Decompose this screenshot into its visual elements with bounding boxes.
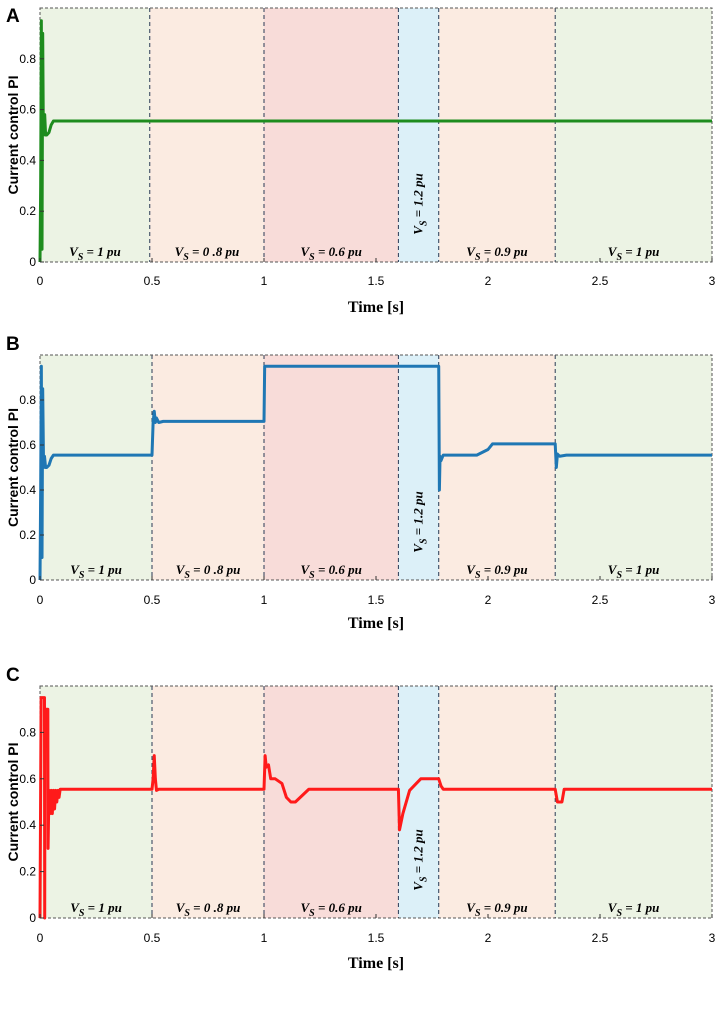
region-label: VS = 1 pu (69, 244, 121, 263)
region-band (438, 686, 556, 918)
x-tick-label: 0.5 (144, 931, 161, 945)
y-tick-label: 0.6 (19, 103, 36, 117)
region-band (264, 686, 399, 918)
x-tick-label: 2.5 (592, 593, 609, 607)
panel-b: B VS = 1 pu VS = 0 .8 pu VS = 0.6 pu VS = 1.… (5, 334, 716, 632)
series-line (38, 364, 712, 581)
region-label: VS = 0.6 pu (301, 900, 362, 919)
region-label: VS = 0.6 pu (301, 562, 362, 581)
region-band (152, 355, 264, 580)
x-tick-label: 0.5 (144, 593, 161, 607)
series-line (38, 19, 712, 263)
region-band (555, 355, 712, 580)
region-label: VS = 0 .8 pu (176, 900, 241, 919)
y-tick-label: 0.6 (19, 438, 36, 452)
x-tick-label: 1.5 (368, 593, 385, 607)
y-tick-label: 0.2 (19, 865, 36, 879)
x-tick-label: 1.5 (368, 274, 385, 288)
region-band (264, 355, 399, 580)
y-axis-label: Current control PI (5, 75, 21, 194)
region-band (152, 686, 264, 918)
x-axis-label: Time [s] (348, 299, 404, 316)
region-band (555, 686, 712, 918)
region-label: VS = 1.2 pu (411, 829, 430, 890)
panel-letter: B (6, 334, 20, 355)
x-tick-label: 3 (709, 593, 716, 607)
region-band (555, 8, 712, 262)
y-axis-label: Current control PI (5, 742, 21, 861)
region-band (40, 686, 152, 918)
x-tick-label: 1 (261, 931, 268, 945)
y-tick-label: 0 (29, 573, 36, 587)
region-band (40, 355, 152, 580)
y-tick-label: 0.8 (19, 393, 36, 407)
region-label: VS = 1.2 pu (411, 491, 430, 552)
x-tick-label: 2 (485, 274, 492, 288)
x-tick-label: 1 (261, 593, 268, 607)
region-label: VS = 0.9 pu (466, 244, 527, 263)
region-band (438, 355, 556, 580)
panel-letter: A (6, 6, 20, 27)
x-tick-label: 0 (37, 274, 44, 288)
region-band (398, 8, 439, 262)
x-tick-label: 3 (709, 274, 716, 288)
region-band (149, 8, 264, 262)
region-label: VS = 1 pu (608, 244, 660, 263)
region-label: VS = 1.2 pu (411, 173, 430, 234)
region-label: VS = 0.6 pu (301, 244, 362, 263)
x-axis-label: Time [s] (348, 615, 404, 632)
x-tick-label: 2 (485, 931, 492, 945)
x-tick-label: 1 (261, 274, 268, 288)
y-tick-label: 0.4 (19, 483, 36, 497)
region-label: VS = 1 pu (608, 900, 660, 919)
region-label: VS = 1 pu (70, 562, 122, 581)
y-tick-label: 0.2 (19, 528, 36, 542)
series-line (38, 696, 712, 920)
region-band (438, 8, 556, 262)
x-tick-label: 1.5 (368, 931, 385, 945)
x-tick-label: 2.5 (592, 274, 609, 288)
region-band (398, 355, 439, 580)
y-tick-label: 0.6 (19, 772, 36, 786)
y-axis-label: Current control PI (5, 408, 21, 527)
x-tick-label: 0.5 (144, 274, 161, 288)
panel-c: C VS = 1 pu VS = 0 .8 pu VS = 0.6 pu VS = 1.… (5, 665, 716, 972)
y-tick-label: 0.4 (19, 153, 36, 167)
region-band (40, 8, 150, 262)
region-label: VS = 0 .8 pu (176, 562, 241, 581)
x-tick-label: 2.5 (592, 931, 609, 945)
panel-a: A VS = 1 pu VS = 0 .8 pu VS = 0.6 pu VS = 1.… (5, 6, 716, 316)
y-tick-label: 0.4 (19, 818, 36, 832)
y-tick-label: 0 (29, 255, 36, 269)
x-tick-label: 0 (37, 593, 44, 607)
region-label: VS = 0.9 pu (466, 562, 527, 581)
region-label: VS = 0 .8 pu (175, 244, 240, 263)
region-label: VS = 1 pu (608, 562, 660, 581)
x-tick-label: 0 (37, 931, 44, 945)
x-tick-label: 2 (485, 593, 492, 607)
region-band (264, 8, 399, 262)
y-tick-label: 0.8 (19, 52, 36, 66)
y-tick-label: 0.8 (19, 725, 36, 739)
region-label: VS = 1 pu (70, 900, 122, 919)
x-axis-label: Time [s] (348, 955, 404, 972)
region-label: VS = 0.9 pu (466, 900, 527, 919)
y-tick-label: 0.2 (19, 204, 36, 218)
panel-letter: C (6, 665, 20, 686)
x-tick-label: 3 (709, 931, 716, 945)
y-tick-label: 0 (29, 911, 36, 925)
